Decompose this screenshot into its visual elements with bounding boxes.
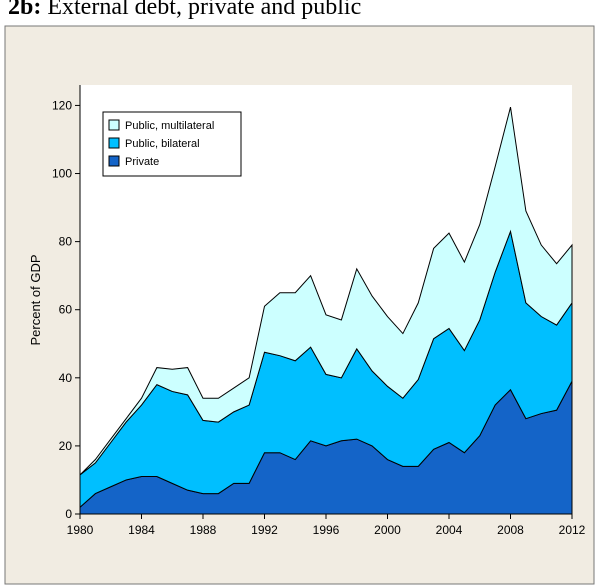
x-tick-label: 1996: [313, 523, 340, 537]
y-tick-label: 40: [59, 371, 73, 385]
legend-swatch: [108, 137, 120, 149]
x-tick-label: 1992: [251, 523, 278, 537]
legend-swatch: [108, 155, 120, 167]
x-tick-label: 1988: [190, 523, 217, 537]
y-tick-label: 120: [52, 98, 72, 112]
y-tick-label: 0: [65, 507, 72, 521]
x-tick-label: 2008: [497, 523, 524, 537]
area: [79, 107, 573, 476]
y-axis-label: Percent of GDP: [28, 254, 43, 345]
y-tick-label: 60: [59, 303, 73, 317]
chart-title: 2b: External debt, private and public: [8, 0, 361, 20]
x-tick-label: 1984: [128, 523, 155, 537]
x-tick-label: 2004: [436, 523, 463, 537]
legend-label: Public, bilateral: [125, 138, 200, 150]
y-tick-label: 20: [59, 439, 73, 453]
y-tick-label: 100: [52, 167, 72, 181]
legend-swatch: [108, 119, 120, 131]
legend-label: Public, multilateral: [125, 120, 214, 132]
x-tick-label: 2012: [559, 523, 586, 537]
legend-box: [102, 111, 242, 177]
x-tick-label: 1980: [67, 523, 94, 537]
y-tick-label: 80: [59, 235, 73, 249]
x-tick-label: 2000: [374, 523, 401, 537]
legend-label: Private: [125, 156, 159, 168]
